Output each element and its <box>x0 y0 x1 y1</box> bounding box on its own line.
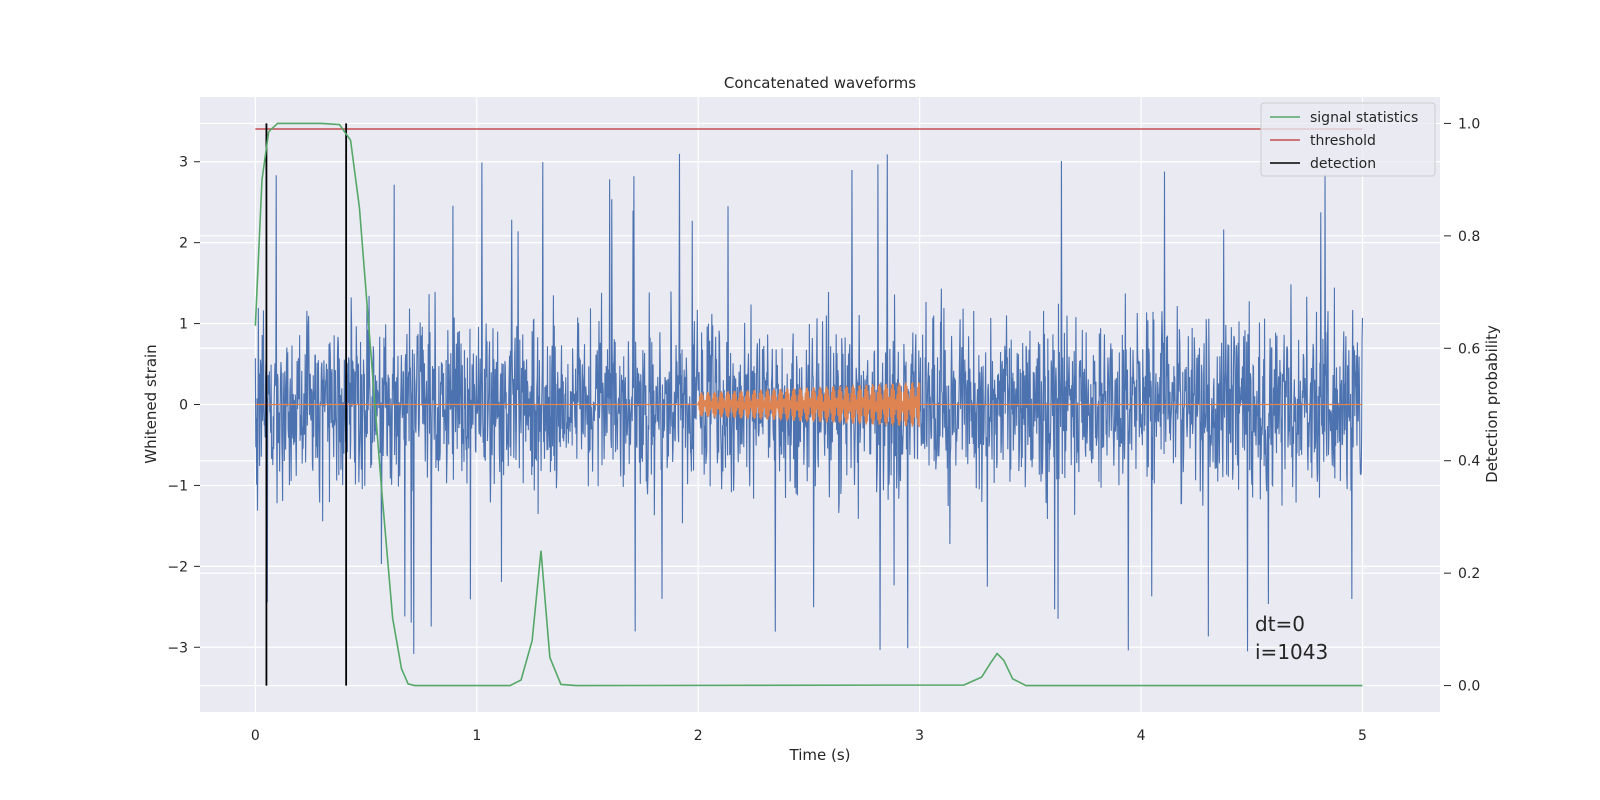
y2-axis-ticks: 0.0 0.2 0.4 0.6 0.8 1.0 <box>1444 116 1480 695</box>
legend-label-threshold: threshold <box>1310 133 1376 149</box>
plot-area <box>254 122 1364 687</box>
x-tick-label: 3 <box>915 728 924 744</box>
y2-tick-label: 0.0 <box>1458 679 1480 695</box>
legend-label-detection: detection <box>1310 156 1376 172</box>
annotation-dt: dt=0 <box>1255 612 1305 636</box>
y2-axis-label: Detection probability <box>1483 325 1501 483</box>
series-signal-statistics <box>254 122 1363 687</box>
x-tick-label: 1 <box>472 728 481 744</box>
y-axis-label: Whitened strain <box>142 344 160 463</box>
x-tick-label: 0 <box>251 728 260 744</box>
y-tick-label: 0 <box>179 398 188 414</box>
y-tick-label: −2 <box>167 559 188 575</box>
y2-tick-label: 1.0 <box>1458 116 1480 132</box>
legend-box <box>1260 102 1436 177</box>
series-detection <box>265 123 348 686</box>
x-tick-label: 4 <box>1137 728 1146 744</box>
y-tick-label: −3 <box>167 640 188 656</box>
y-tick-label: 3 <box>179 155 188 171</box>
y-tick-label: 2 <box>179 236 188 252</box>
x-tick-label: 2 <box>694 728 703 744</box>
legend: signal statistics threshold detection <box>1260 102 1436 177</box>
x-axis-label: Time (s) <box>789 746 851 764</box>
series-whitened-strain <box>254 153 1364 654</box>
x-tick-label: 5 <box>1358 728 1367 744</box>
legend-label-signal-statistics: signal statistics <box>1310 110 1418 126</box>
series-injected-waveform <box>255 382 1363 428</box>
annotation-index: i=1043 <box>1255 640 1328 664</box>
x-axis-ticks: 0 1 2 3 4 5 <box>251 728 1367 744</box>
y2-tick-label: 0.6 <box>1458 341 1480 357</box>
y2-tick-label: 0.8 <box>1458 229 1480 245</box>
y2-tick-label: 0.2 <box>1458 566 1480 582</box>
chart-title: Concatenated waveforms <box>724 74 916 92</box>
y-tick-label: −1 <box>167 478 188 494</box>
y-tick-label: 1 <box>179 317 188 333</box>
y-axis-ticks: −3 −2 −1 0 1 2 3 <box>167 155 200 656</box>
y2-tick-label: 0.4 <box>1458 454 1480 470</box>
